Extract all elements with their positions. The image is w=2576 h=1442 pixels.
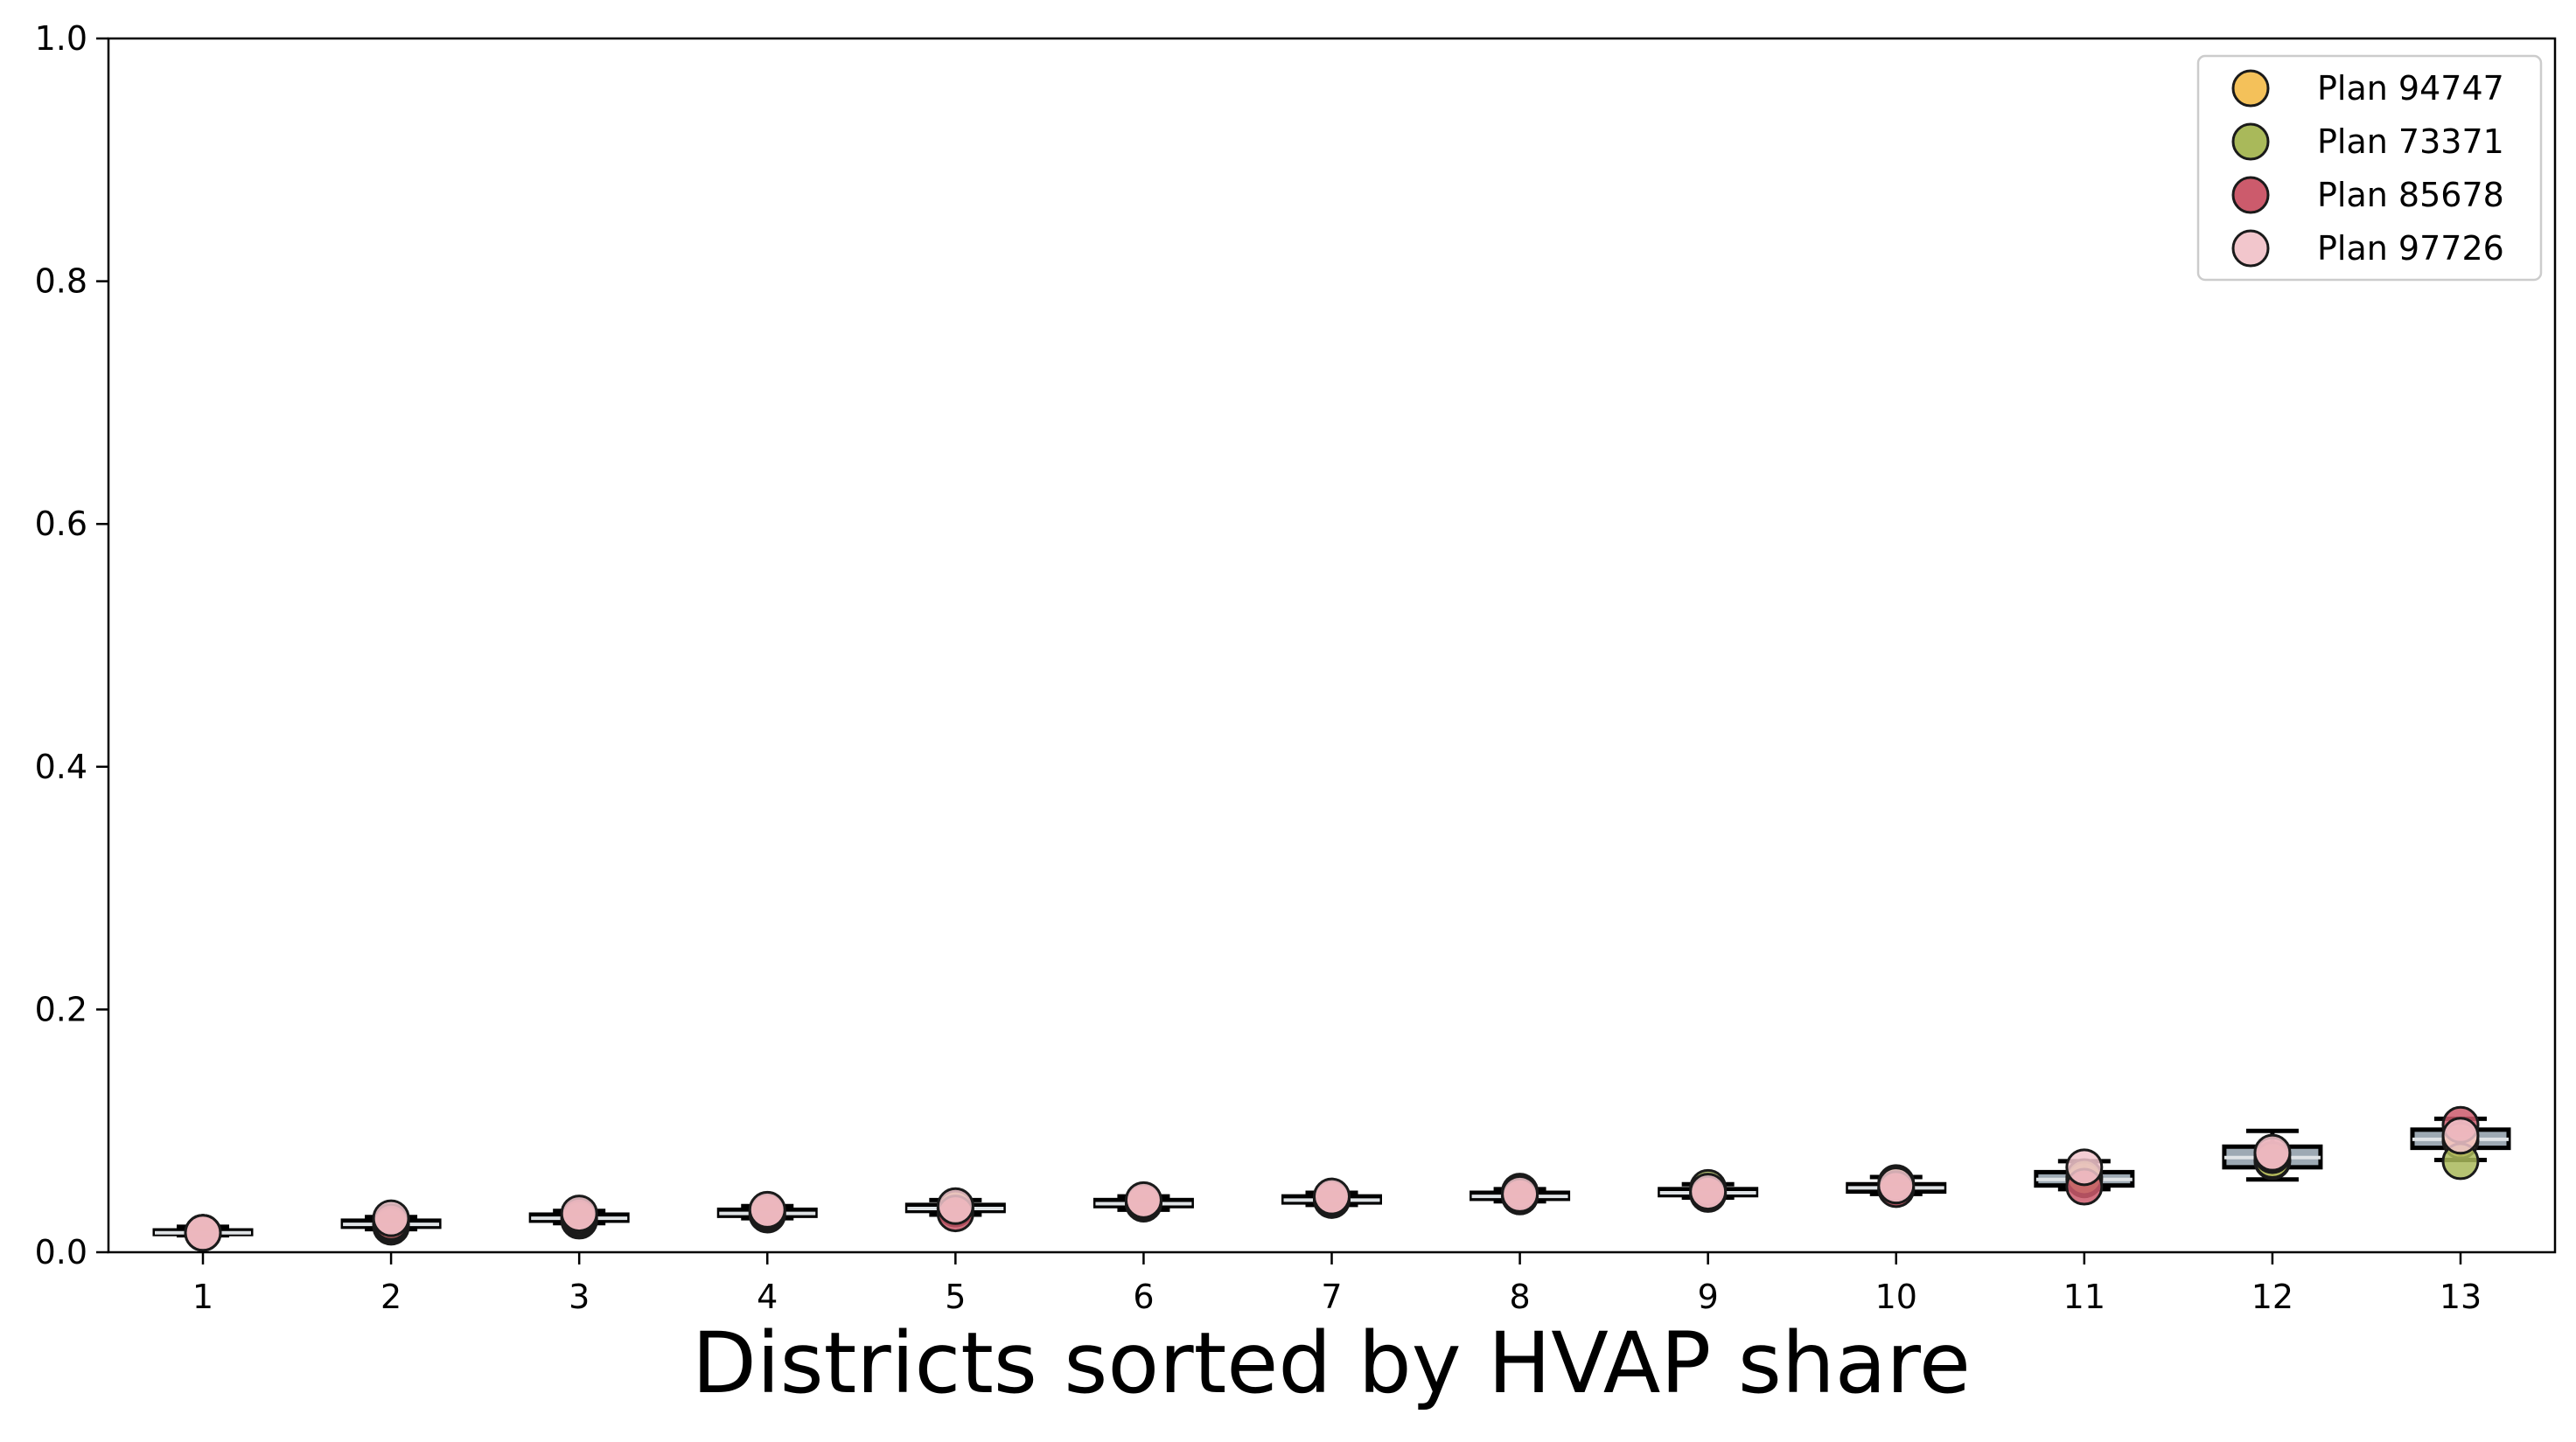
y-tick-label: 0.6 — [35, 505, 87, 543]
point-plan-97726-district-8 — [1501, 1174, 1539, 1213]
legend-marker — [2231, 176, 2270, 214]
x-tick-label: 8 — [1509, 1278, 1530, 1316]
y-tick-label: 0.2 — [35, 990, 87, 1028]
point-plan-97726-district-13 — [2441, 1117, 2480, 1155]
legend-label: Plan 73371 — [2317, 122, 2504, 161]
x-tick-label: 13 — [2440, 1278, 2482, 1316]
point-plan-97726-district-3 — [560, 1195, 598, 1233]
point-plan-97726-district-5 — [936, 1187, 974, 1225]
x-tick-label: 2 — [380, 1278, 401, 1316]
legend: Plan 94747 Plan 73371 Plan 85678 Plan 97726 — [2196, 54, 2543, 282]
x-axis-title: Districts sorted by HVAP share — [692, 1314, 1971, 1412]
point-plan-97726-district-1 — [184, 1214, 222, 1252]
points-layer — [184, 1105, 2480, 1252]
y-tick-label: 0.0 — [35, 1233, 87, 1271]
x-tick-label: 4 — [757, 1278, 778, 1316]
y-tick-label: 1.0 — [35, 19, 87, 58]
point-plan-97726-district-7 — [1313, 1177, 1351, 1216]
x-tick-label: 12 — [2251, 1278, 2293, 1316]
legend-label: Plan 97726 — [2317, 229, 2504, 268]
x-tick-label: 9 — [1698, 1278, 1719, 1316]
legend-marker — [2231, 229, 2270, 268]
x-tick-label: 6 — [1133, 1278, 1154, 1316]
x-tick-label: 7 — [1321, 1278, 1342, 1316]
point-plan-97726-district-10 — [1877, 1167, 1916, 1205]
point-plan-97726-district-12 — [2253, 1133, 2292, 1172]
x-tick-label: 11 — [2063, 1278, 2105, 1316]
x-tick-label: 10 — [1875, 1278, 1917, 1316]
point-plan-97726-district-9 — [1689, 1173, 1728, 1211]
point-plan-97726-district-4 — [748, 1190, 786, 1229]
x-tick-label: 3 — [569, 1278, 590, 1316]
legend-label: Plan 94747 — [2317, 69, 2504, 108]
legend-marker — [2231, 122, 2270, 161]
x-axis: 1 2 3 4 5 6 7 8 9 10 11 12 13 — [192, 1252, 2482, 1316]
legend-label: Plan 85678 — [2317, 176, 2504, 214]
x-tick-label: 5 — [945, 1278, 966, 1316]
legend-box — [2196, 54, 2543, 282]
y-axis: 0.0 0.2 0.4 0.6 0.8 1.0 — [35, 19, 108, 1271]
legend-marker — [2231, 69, 2270, 108]
y-tick-label: 0.4 — [35, 748, 87, 786]
point-plan-97726-district-2 — [372, 1199, 410, 1237]
point-plan-97726-district-6 — [1124, 1181, 1162, 1219]
x-tick-label: 1 — [192, 1278, 213, 1316]
point-plan-97726-district-11 — [2065, 1148, 2104, 1187]
y-tick-label: 0.8 — [35, 262, 87, 301]
